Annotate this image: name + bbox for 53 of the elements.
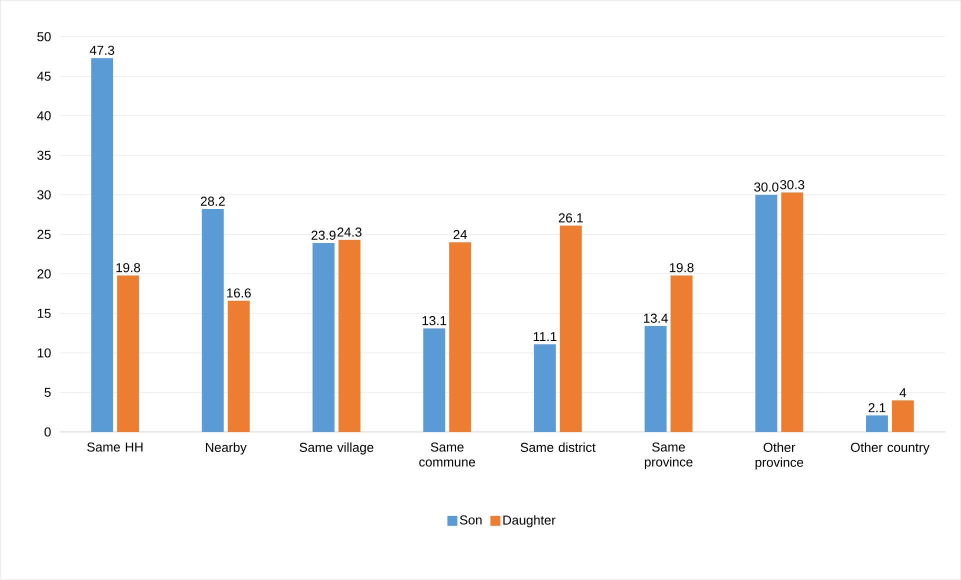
legend-label: Daughter	[503, 515, 556, 528]
bar	[781, 192, 804, 432]
x-tick-label: Same province	[644, 442, 692, 470]
bar	[892, 400, 914, 432]
bar	[560, 226, 582, 432]
bar	[117, 276, 140, 432]
bar	[449, 242, 472, 432]
data-label: 16.6	[227, 288, 251, 298]
bar	[866, 415, 888, 432]
x-tick-label: Same commune	[419, 442, 476, 467]
y-tick-label: 10	[38, 348, 51, 358]
x-tick-label: Other province	[756, 442, 804, 470]
data-label: 26.1	[558, 213, 583, 223]
data-label: 19.8	[670, 263, 694, 272]
y-tick-label: 30	[37, 190, 51, 200]
bar	[338, 240, 360, 432]
data-label: 30.3	[780, 180, 804, 190]
data-label: 11.1	[534, 332, 556, 342]
data-label: 13.4	[644, 314, 668, 323]
y-tick-label: 50	[37, 32, 51, 42]
bar	[228, 300, 250, 432]
y-tick-label: 15	[38, 309, 51, 318]
bar	[91, 58, 114, 432]
bar	[644, 326, 667, 432]
data-label: 24.3	[337, 228, 362, 237]
y-tick-label: 25	[37, 230, 51, 240]
y-tick-label: 45	[37, 72, 51, 81]
bar	[755, 194, 778, 432]
y-tick-label: 35	[37, 150, 51, 160]
data-label: 47.3	[90, 46, 114, 55]
y-tick-label: 0	[44, 427, 51, 437]
data-label: 13.1	[422, 316, 446, 326]
x-tick-label: Same village	[300, 442, 374, 455]
bar	[534, 344, 556, 432]
data-label: 23.9	[312, 230, 336, 240]
x-tick-label: Same HH	[87, 442, 142, 452]
bar	[202, 209, 224, 432]
y-tick-label: 40	[37, 111, 51, 120]
data-label: 24	[454, 230, 467, 240]
legend-label: Son	[460, 515, 482, 525]
data-label: 4	[900, 388, 906, 398]
y-tick-label: 20	[37, 269, 51, 279]
data-label: 30.0	[754, 182, 778, 192]
data-label: 2.1	[868, 403, 886, 412]
bar	[423, 328, 446, 432]
bar	[312, 243, 334, 432]
data-label: 19.8	[116, 263, 140, 272]
bar	[670, 276, 692, 432]
data-label: 28.2	[200, 196, 225, 206]
x-tick-label: Other country	[850, 442, 930, 455]
x-tick-label: Nearby	[206, 442, 247, 455]
y-tick-label: 5	[44, 388, 51, 398]
x-tick-label: Same district	[520, 442, 596, 452]
